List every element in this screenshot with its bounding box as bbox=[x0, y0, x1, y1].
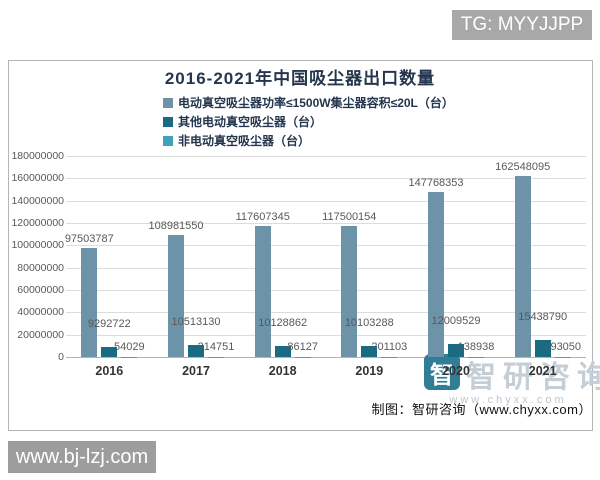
bar-value-label: 117607345 bbox=[235, 210, 290, 223]
bar-2020-series2 bbox=[448, 343, 464, 357]
chart-title: 2016-2021年中国吸尘器出口数量 bbox=[164, 69, 436, 88]
y-axis-tick-label: 140000000 bbox=[11, 194, 64, 207]
legend-swatch-icon bbox=[163, 135, 173, 146]
x-axis-tick-label: 2018 bbox=[268, 364, 297, 378]
tg-contact-text: TG: MYYJJPP bbox=[460, 14, 584, 35]
bar-value-label: 54029 bbox=[114, 341, 145, 353]
bar-2018-series2 bbox=[274, 345, 291, 357]
y-axis-tick-label: 120000000 bbox=[11, 217, 64, 229]
legend-swatch-icon bbox=[163, 116, 173, 127]
bar-2018-series1 bbox=[254, 225, 271, 357]
bar-value-label: 10103288 bbox=[344, 316, 394, 329]
bar-value-label: 138938 bbox=[457, 341, 495, 353]
y-axis-tick-label: 100000000 bbox=[11, 239, 64, 252]
bar-value-label: 147768353 bbox=[408, 177, 464, 189]
gridline bbox=[66, 245, 586, 247]
bar-value-label: 12009529 bbox=[431, 314, 481, 327]
zhiyan-logo-icon: 智 bbox=[424, 354, 460, 390]
x-axis-tick-label: 2016 bbox=[95, 364, 124, 378]
y-axis-tick-label: 80000000 bbox=[17, 261, 64, 274]
gridline bbox=[66, 178, 586, 180]
site-url-badge: www.bj-lzj.com bbox=[8, 441, 156, 473]
bar-2020-series1 bbox=[428, 192, 444, 357]
bar-value-label: 214751 bbox=[197, 341, 235, 353]
bar-value-label: 108981550 bbox=[148, 220, 204, 233]
x-axis-line bbox=[66, 357, 586, 358]
chart-credit: 制图：智研咨询（www.chyxx.com） bbox=[371, 402, 592, 417]
legend-item-other-electric: 其他电动真空吸尘器（台） bbox=[163, 114, 454, 129]
y-axis-tick-label: 60000000 bbox=[17, 284, 64, 296]
y-axis-tick-label: 160000000 bbox=[11, 172, 64, 185]
zhiyan-logo-glyph: 智 bbox=[430, 361, 454, 389]
legend-swatch-icon bbox=[163, 97, 173, 108]
bar-2021-series3 bbox=[554, 356, 571, 357]
gridline bbox=[66, 312, 586, 314]
bar-value-label: 162548095 bbox=[495, 160, 551, 173]
gridline bbox=[66, 200, 586, 202]
y-axis-tick-label: 40000000 bbox=[17, 306, 64, 319]
bar-2018-series3 bbox=[294, 356, 311, 357]
bar-value-label: 293050 bbox=[544, 341, 582, 353]
gridline bbox=[66, 334, 586, 336]
bar-value-label: 86127 bbox=[287, 341, 318, 353]
bar-2019-series1 bbox=[341, 225, 358, 357]
bar-2021-series1 bbox=[514, 175, 531, 357]
bar-value-label: 9292722 bbox=[87, 317, 131, 330]
gridline bbox=[66, 223, 586, 224]
bar-value-label: 15438790 bbox=[518, 310, 568, 323]
y-axis-tick-label: 180000000 bbox=[11, 150, 64, 162]
legend-item-label: 其他电动真空吸尘器（台） bbox=[178, 115, 323, 129]
tg-contact-badge: TG: MYYJJPP bbox=[452, 10, 592, 40]
x-axis-tick-label: 2021 bbox=[528, 364, 557, 378]
legend-item-label: 非电动真空吸尘器（台） bbox=[178, 134, 311, 148]
y-axis-tick-label: 0 bbox=[58, 351, 64, 363]
bar-2019-series3 bbox=[381, 356, 398, 357]
watermark-brand-text: 智研咨询 bbox=[466, 361, 600, 394]
gridline bbox=[66, 156, 586, 157]
bar-value-label: 10128862 bbox=[258, 316, 308, 329]
bar-2021-series2 bbox=[534, 339, 551, 357]
bar-2017-series1 bbox=[168, 235, 184, 357]
bar-value-label: 201103 bbox=[371, 341, 408, 353]
legend-item-non-electric: 非电动真空吸尘器（台） bbox=[163, 133, 454, 148]
chart-legend: 电动真空吸尘器功率≤1500W集尘器容积≤20L（台） 其他电动真空吸尘器（台）… bbox=[163, 95, 454, 148]
x-axis-tick-label: 2017 bbox=[182, 364, 210, 378]
bar-value-label: 97503787 bbox=[64, 233, 114, 246]
bar-2017-series2 bbox=[188, 345, 204, 357]
bar-2016-series1 bbox=[81, 248, 98, 357]
bar-2016-series3 bbox=[121, 356, 138, 357]
watermark-url-text: www.chyxx.com bbox=[449, 394, 567, 406]
x-axis-tick-label: 2020 bbox=[442, 364, 470, 378]
legend-item-electric-le1500w: 电动真空吸尘器功率≤1500W集尘器容积≤20L（台） bbox=[163, 95, 454, 110]
bar-2017-series3 bbox=[208, 356, 224, 357]
bar-value-label: 10513130 bbox=[171, 316, 221, 329]
gridline bbox=[66, 267, 586, 269]
x-axis-tick-label: 2019 bbox=[355, 364, 384, 378]
bar-2019-series2 bbox=[361, 345, 378, 357]
bar-value-label: 117500154 bbox=[322, 210, 377, 223]
site-url-text: www.bj-lzj.com bbox=[15, 445, 149, 468]
legend-item-label: 电动真空吸尘器功率≤1500W集尘器容积≤20L（台） bbox=[178, 96, 454, 110]
gridline bbox=[66, 290, 586, 291]
y-axis-tick-label: 20000000 bbox=[17, 328, 64, 341]
bar-2020-series3 bbox=[468, 356, 484, 357]
bar-2016-series2 bbox=[101, 346, 118, 357]
